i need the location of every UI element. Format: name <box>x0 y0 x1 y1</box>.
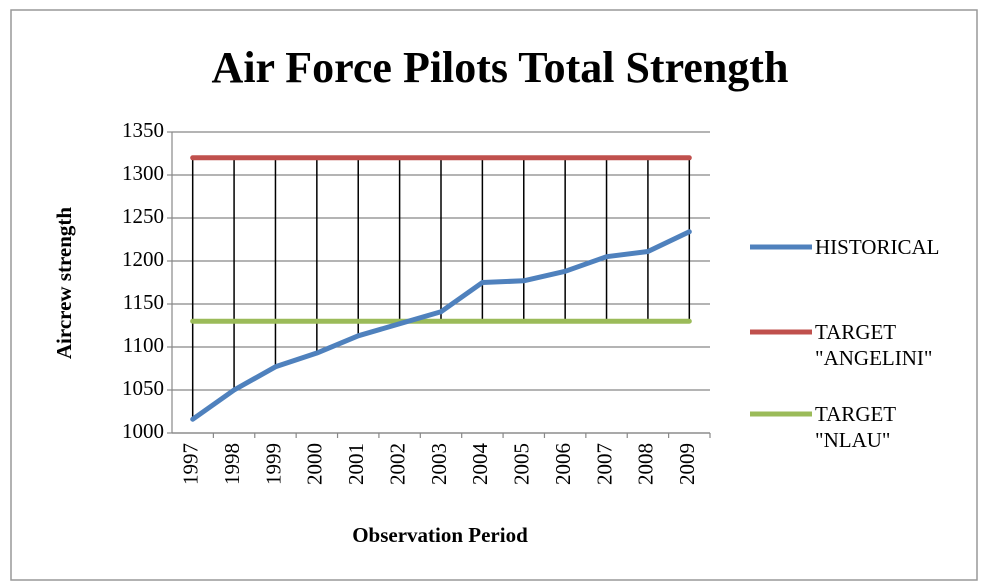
x-tick-label: 1998 <box>220 443 244 485</box>
y-tick-label: 1050 <box>122 376 164 400</box>
y-tick-label: 1300 <box>122 161 164 185</box>
y-axis-title: Aircrew strength <box>52 207 76 360</box>
x-tick-label: 2002 <box>385 443 409 485</box>
x-tick-label: 2001 <box>344 443 368 485</box>
y-tick-label: 1000 <box>122 419 164 443</box>
x-tick-label: 2008 <box>634 443 658 485</box>
y-tick-label: 1350 <box>122 118 164 142</box>
x-tick-label: 2006 <box>551 443 575 485</box>
x-tick-label: 2005 <box>510 443 534 485</box>
y-tick-label: 1150 <box>123 290 164 314</box>
x-tick-label: 2000 <box>303 443 327 485</box>
chart-border <box>10 9 978 581</box>
y-tick-label: 1100 <box>123 333 164 357</box>
x-tick-label: 2003 <box>427 443 451 485</box>
x-axis-title: Observation Period <box>352 523 528 547</box>
chart-title: Air Force Pilots Total Strength <box>212 43 789 92</box>
x-tick-label: 1999 <box>261 443 285 485</box>
legend-label: HISTORICAL <box>815 235 940 259</box>
x-tick-label: 2009 <box>675 443 699 485</box>
legend-label: TARGET "ANGELINI" <box>815 320 933 370</box>
x-tick-label: 2004 <box>468 443 492 486</box>
legend-label: TARGET "NLAU" <box>815 402 896 452</box>
y-tick-label: 1250 <box>122 204 164 228</box>
y-tick-label: 1200 <box>122 247 164 271</box>
x-tick-label: 1997 <box>179 443 203 485</box>
series-line <box>190 229 692 422</box>
x-tick-label: 2007 <box>592 443 616 485</box>
